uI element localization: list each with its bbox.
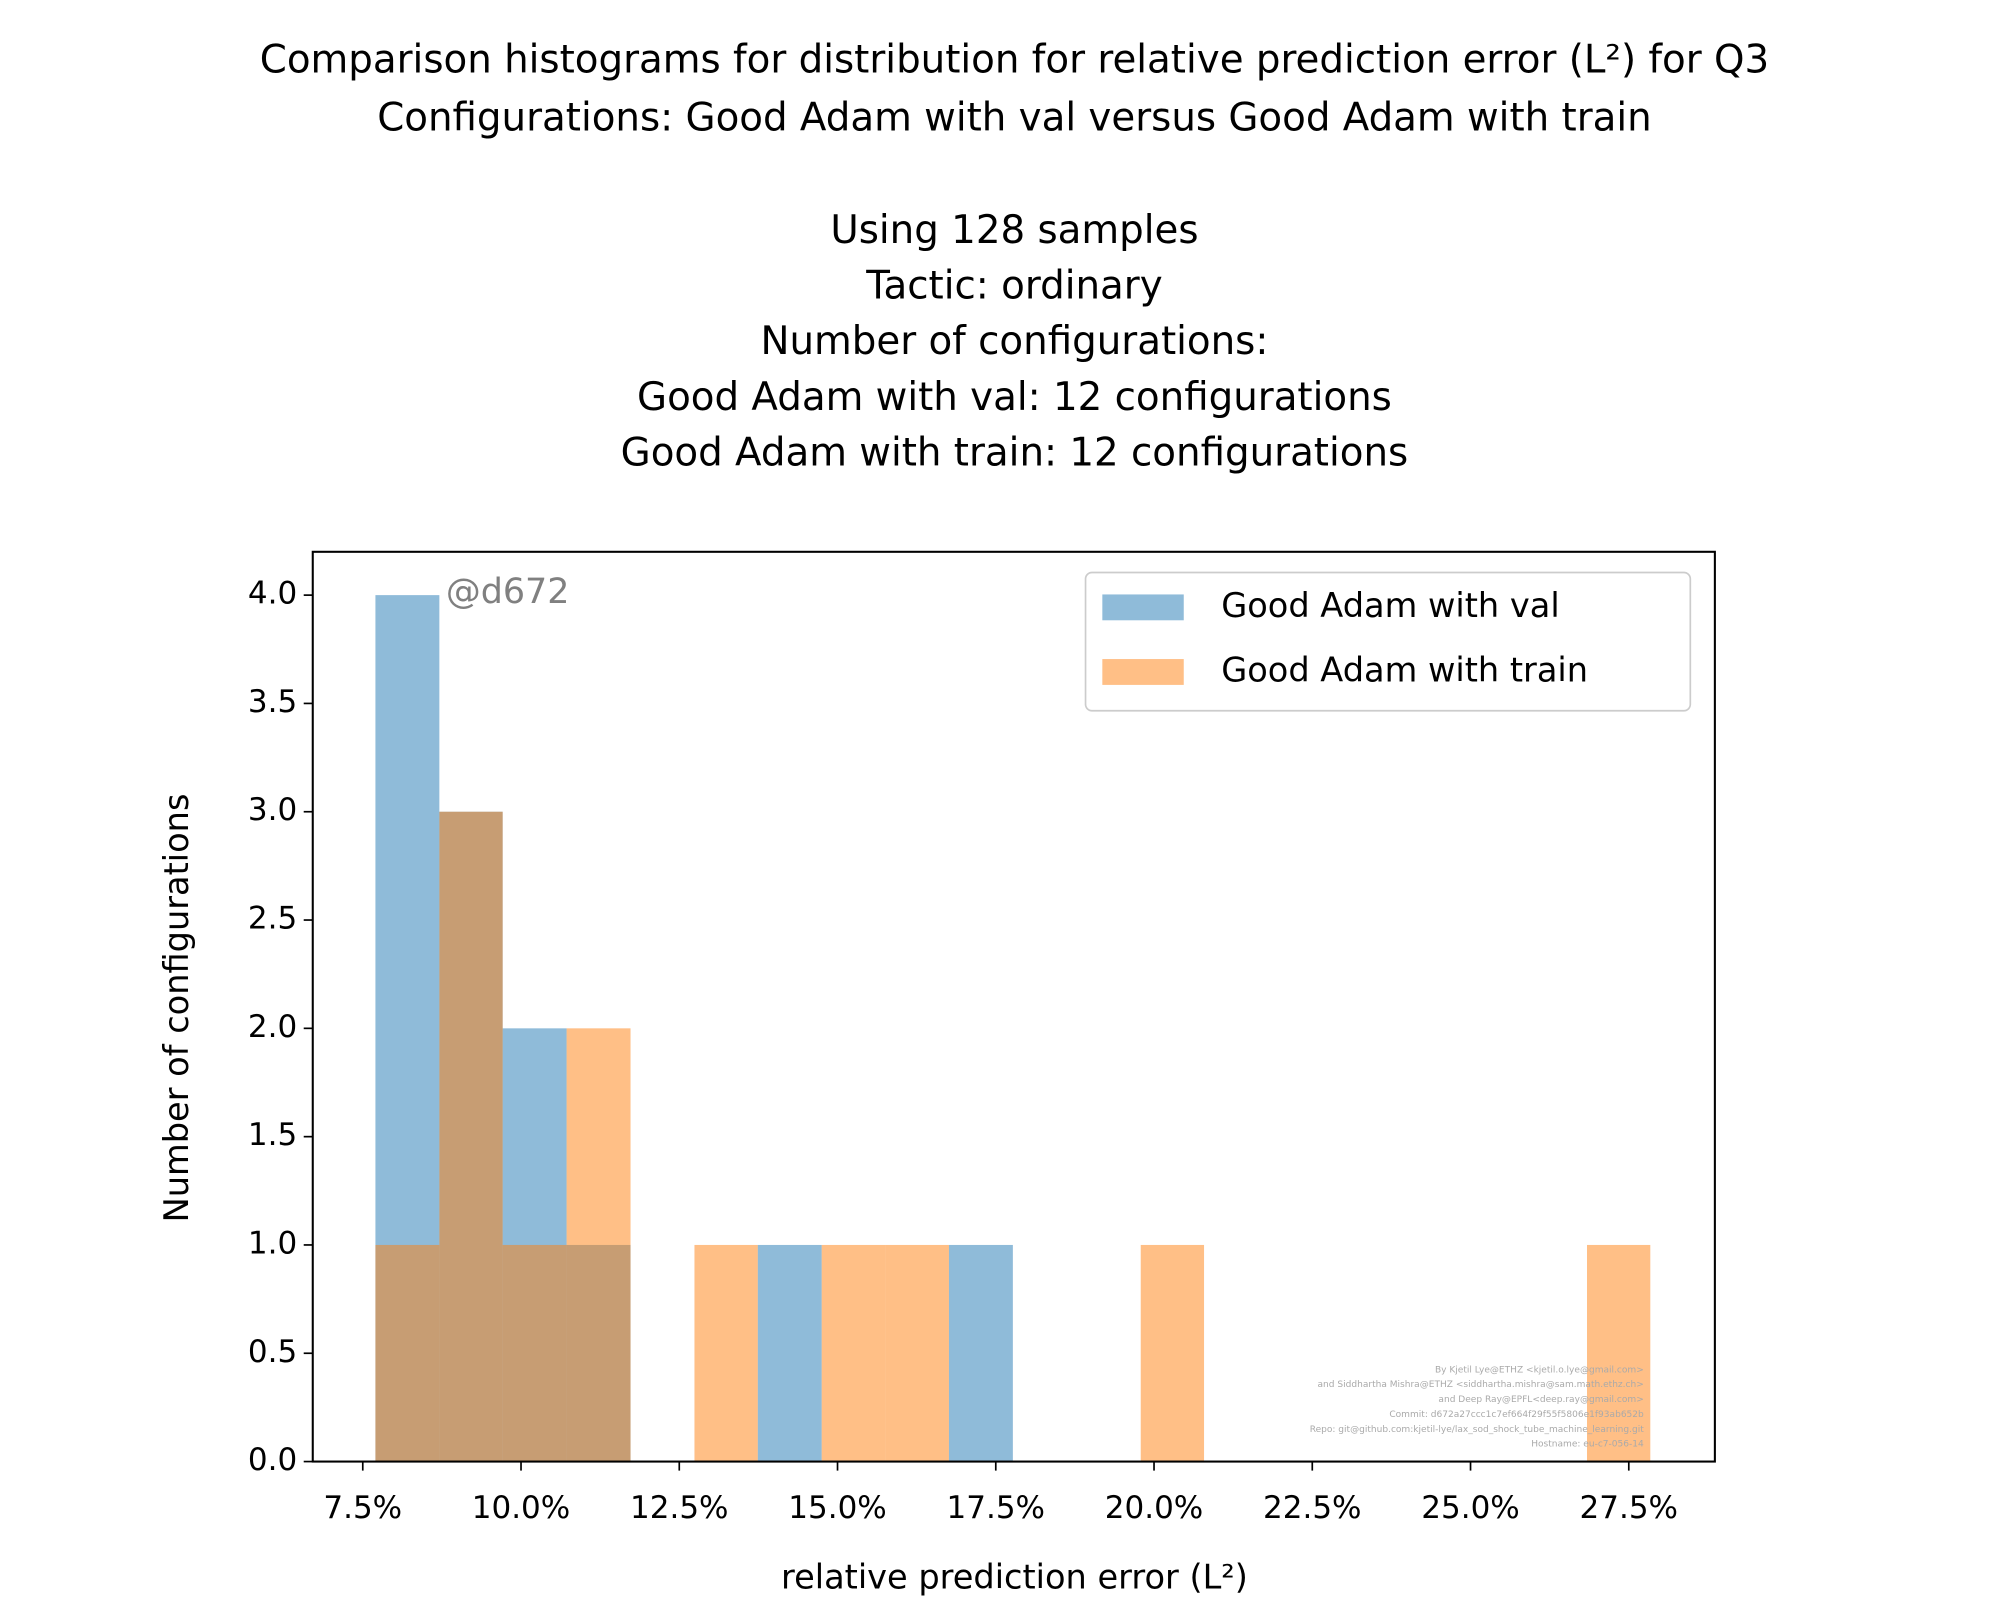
histogram-bar xyxy=(1587,1244,1651,1462)
x-axis-label: relative prediction error (L²) xyxy=(781,1558,1248,1597)
footer-text: and Deep Ray@EPFL<deep.ray@gmail.com> xyxy=(1438,1395,1643,1405)
chart-subtitle: Good Adam with val: 12 configurations xyxy=(637,375,1392,420)
legend-swatch xyxy=(1102,659,1184,685)
histogram-bar xyxy=(757,1244,822,1462)
y-axis-label: Number of configurations xyxy=(157,794,196,1223)
footer-text: and Siddhartha Mishra@ETHZ <siddhartha.m… xyxy=(1318,1380,1644,1390)
plot-frame xyxy=(311,550,1716,1463)
x-tick-label: 20.0% xyxy=(1105,1490,1203,1526)
chart-subtitle: Good Adam with train: 12 configurations xyxy=(621,430,1409,475)
y-tick-label: 4.0 xyxy=(248,576,297,612)
y-tick-label: 0.5 xyxy=(248,1334,297,1370)
x-tick-label: 27.5% xyxy=(1580,1490,1678,1526)
histogram-bar xyxy=(1140,1244,1205,1462)
histogram-bar xyxy=(694,1244,758,1462)
chart-subtitle: Number of configurations: xyxy=(760,319,1268,364)
footer-text: By Kjetil Lye@ETHZ <kjetil.o.lye@gmail.c… xyxy=(1435,1365,1644,1375)
footer-text: Hostname: eu-c7-056-14 xyxy=(1531,1440,1644,1450)
y-tick-label: 2.5 xyxy=(248,901,297,937)
y-tick-label: 1.5 xyxy=(248,1117,297,1153)
annotation: @d672 xyxy=(446,572,570,612)
footer-text: Commit: d672a27ccc1c7ef664f29f55f5806e1f… xyxy=(1389,1410,1644,1420)
y-tick-label: 2.0 xyxy=(248,1009,297,1045)
legend-label: Good Adam with train xyxy=(1221,650,1588,689)
x-tick-label: 17.5% xyxy=(947,1490,1045,1526)
histogram-bar xyxy=(948,1244,1013,1462)
x-tick-label: 10.0% xyxy=(472,1490,570,1526)
histogram-bar xyxy=(375,1244,440,1462)
chart-title: Configurations: Good Adam with val versu… xyxy=(377,96,1652,141)
legend-label: Good Adam with val xyxy=(1221,586,1559,625)
y-tick-label: 3.5 xyxy=(248,684,297,720)
y-tick-label: 0.0 xyxy=(248,1442,297,1478)
chart-subtitle: Using 128 samples xyxy=(830,208,1198,253)
x-tick-label: 22.5% xyxy=(1263,1490,1361,1526)
legend-box xyxy=(1084,571,1692,712)
histogram-bar xyxy=(439,811,503,1462)
x-tick-label: 7.5% xyxy=(323,1490,402,1526)
histogram-bar xyxy=(885,1244,949,1462)
y-tick-label: 1.0 xyxy=(248,1225,297,1261)
y-tick-label: 3.0 xyxy=(248,792,297,828)
footer-text: Repo: git@github.com:kjetil-lye/lax_sod_… xyxy=(1310,1425,1645,1435)
x-tick-label: 15.0% xyxy=(788,1490,886,1526)
chart-subtitle: Tactic: ordinary xyxy=(865,264,1162,309)
x-tick-label: 25.0% xyxy=(1421,1490,1519,1526)
histogram-bar xyxy=(502,1244,567,1462)
legend-swatch xyxy=(1102,594,1184,621)
x-tick-label: 12.5% xyxy=(630,1490,728,1526)
histogram-bar xyxy=(821,1244,886,1462)
chart-title: Comparison histograms for distribution f… xyxy=(260,38,1769,83)
histogram-bar xyxy=(566,1028,631,1462)
